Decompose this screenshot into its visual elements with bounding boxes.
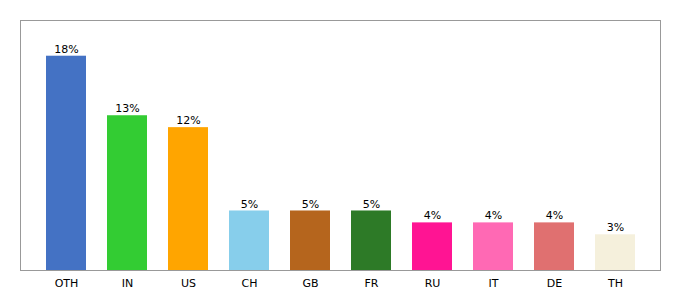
- svg-text:4%: 4%: [546, 209, 563, 222]
- svg-text:12%: 12%: [176, 114, 200, 127]
- svg-text:IN: IN: [122, 277, 133, 290]
- svg-text:IT: IT: [489, 277, 499, 290]
- svg-text:DE: DE: [547, 277, 562, 290]
- svg-text:4%: 4%: [485, 209, 502, 222]
- svg-text:US: US: [181, 277, 196, 290]
- svg-text:RU: RU: [425, 277, 441, 290]
- svg-text:13%: 13%: [115, 102, 139, 115]
- svg-text:3%: 3%: [607, 221, 624, 234]
- svg-text:CH: CH: [242, 277, 258, 290]
- svg-text:5%: 5%: [302, 197, 319, 210]
- svg-text:FR: FR: [365, 277, 379, 290]
- svg-text:18%: 18%: [54, 43, 78, 56]
- svg-text:5%: 5%: [241, 197, 258, 210]
- svg-text:TH: TH: [607, 277, 623, 290]
- svg-text:GB: GB: [302, 277, 318, 290]
- svg-text:5%: 5%: [363, 197, 380, 210]
- svg-text:4%: 4%: [424, 209, 441, 222]
- svg-text:OTH: OTH: [55, 277, 79, 290]
